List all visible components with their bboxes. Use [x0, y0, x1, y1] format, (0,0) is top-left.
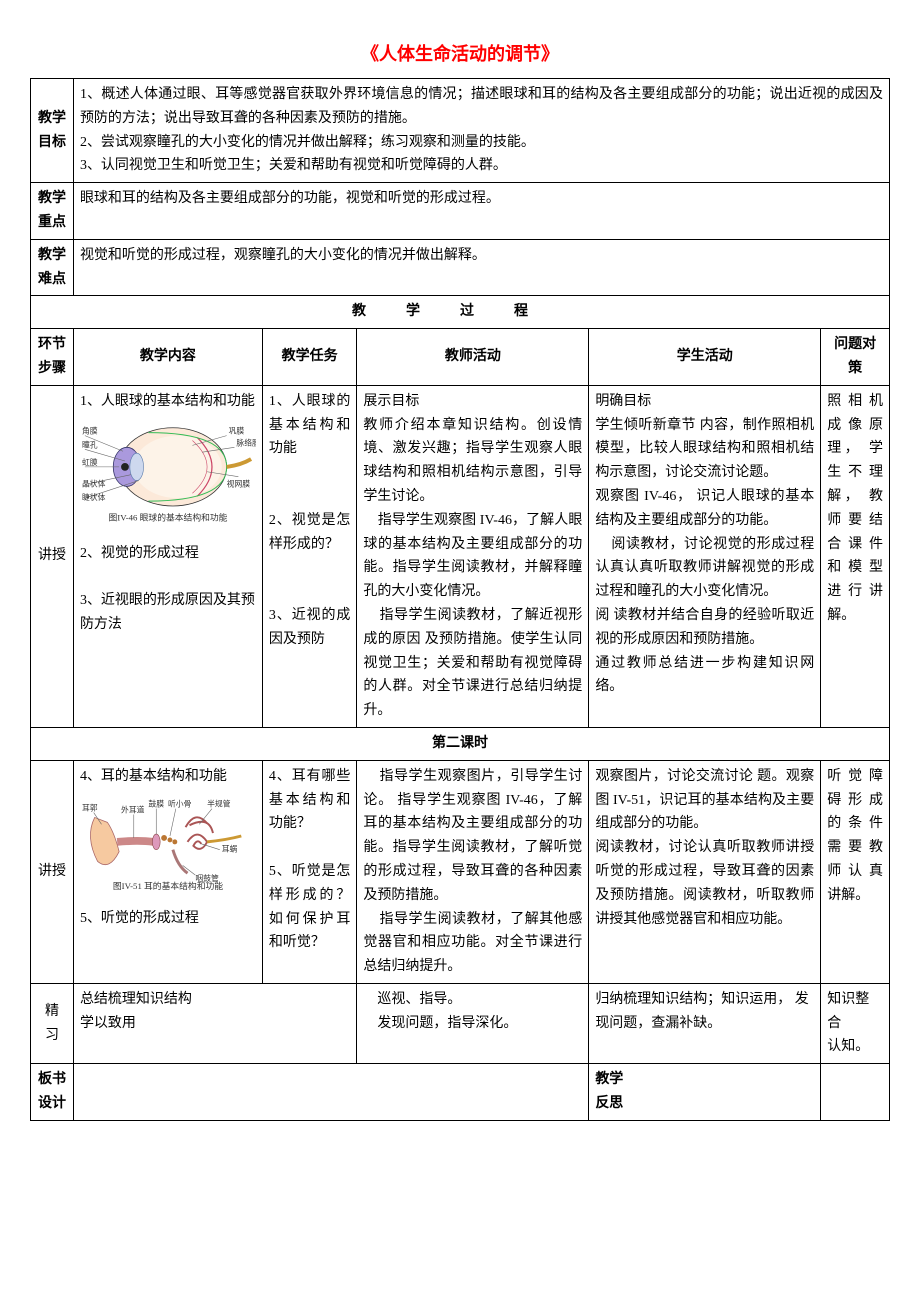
svg-text:角膜: 角膜	[82, 425, 98, 435]
eye-caption-text: 图IV-46 眼球的基本结构和功能	[108, 511, 227, 522]
board-label: 板书 设计	[31, 1064, 74, 1121]
svg-text:耳蜗: 耳蜗	[222, 843, 238, 853]
process-header-cell: 教学过程	[31, 296, 890, 329]
row-difficulty: 教学难点 视觉和听觉的形成过程，观察瞳孔的大小变化的情况并做出解释。	[31, 239, 890, 296]
row-lesson2: 讲授 4、耳的基本结构和功能	[31, 760, 890, 983]
svg-text:耳郭: 耳郭	[82, 802, 98, 812]
practice-teacher: 巡视、指导。 发现问题，指导深化。	[357, 983, 589, 1063]
svg-text:晶状体: 晶状体	[82, 478, 106, 488]
lesson1-teacher: 展示目标 教师介绍本章知识结构。创设情境、激发兴趣；指导学生观察人眼球结构和照相…	[357, 385, 589, 727]
lesson2-header: 第二课时	[31, 727, 890, 760]
svg-text:半规管: 半规管	[207, 798, 231, 808]
row-keypoint: 教学重点 眼球和耳的结构及各主要组成部分的功能，视觉和听觉的形成过程。	[31, 183, 890, 240]
lesson1-content-item-2: 2、视觉的形成过程	[80, 542, 256, 566]
difficulty-text: 视觉和听觉的形成过程，观察瞳孔的大小变化的情况并做出解释。	[73, 239, 889, 296]
lesson1-content-item-1: 1、人眼球的基本结构和功能	[80, 390, 256, 414]
practice-strategy: 知识整合 认知。	[821, 983, 890, 1063]
ear-caption-text: 图IV-51 耳的基本结构和功能	[113, 879, 223, 890]
lesson1-strategy: 照相机成像原理， 学生不理解， 教师要结合课件和模型进行讲解。	[821, 385, 890, 727]
row-board: 板书 设计 教学 反思	[31, 1064, 890, 1121]
col-step: 环节步骤	[31, 329, 74, 386]
lesson1-student: 明确目标 学生倾听新章节 内容，制作照相机模型，比较人眼球结构和照相机结构示意图…	[589, 385, 821, 727]
svg-text:脉络膜: 脉络膜	[236, 437, 256, 447]
row-lesson1: 讲授 1、人眼球的基本结构和功能	[31, 385, 890, 727]
col-task: 教学任务	[262, 329, 356, 386]
lesson1-tasks: 1、人眼球的基本结构和功能 2、视觉是怎样形成的？ 3、近视的成因及预防	[262, 385, 356, 727]
eye-diagram-svg: 角膜 瞳孔 虹膜 晶状体 睫状体 巩膜 脉络膜 视网膜	[80, 418, 256, 526]
row-goal: 教学目标 1、概述人体通过眼、耳等感觉器官获取外界环境信息的情况；描述眼球和耳的…	[31, 79, 890, 183]
lesson2-strategy: 听觉障碍形成的条件需要教师认真讲解。	[821, 760, 890, 983]
svg-text:视网膜: 视网膜	[227, 478, 251, 488]
goal-label: 教学目标	[31, 79, 74, 183]
keypoint-label: 教学重点	[31, 183, 74, 240]
col-teacher: 教师活动	[357, 329, 589, 386]
row-lesson2-header: 第二课时	[31, 727, 890, 760]
lesson2-tasks: 4、耳有哪些基本结构和功能？ 5、听觉是怎样形成的？ 如何保护耳和听觉？	[262, 760, 356, 983]
ear-diagram-box: 耳郭 外耳道 鼓膜 听小骨 半规管 耳蜗 咽鼓管 图IV-51 耳的基本结构和功…	[80, 793, 256, 900]
col-student: 学生活动	[589, 329, 821, 386]
reflection-content	[821, 1064, 890, 1121]
keypoint-text: 眼球和耳的结构及各主要组成部分的功能，视觉和听觉的形成过程。	[73, 183, 889, 240]
process-header-text: 教学过程	[352, 304, 568, 319]
board-content	[73, 1064, 588, 1121]
svg-text:虹膜: 虹膜	[82, 456, 98, 466]
svg-text:瞳孔: 瞳孔	[82, 439, 98, 449]
svg-text:外耳道: 外耳道	[121, 804, 145, 814]
lesson2-content: 4、耳的基本结构和功能	[73, 760, 262, 983]
row-process-header: 教学过程	[31, 296, 890, 329]
lesson-plan-table: 教学目标 1、概述人体通过眼、耳等感觉器官获取外界环境信息的情况；描述眼球和耳的…	[30, 78, 890, 1121]
lesson2-content-item-2: 5、听觉的形成过程	[80, 907, 256, 931]
row-column-headers: 环节步骤 教学内容 教学任务 教师活动 学生活动 问题对策	[31, 329, 890, 386]
practice-content: 总结梳理知识结构 学以致用	[73, 983, 356, 1063]
lesson2-step: 讲授	[31, 760, 74, 983]
lesson1-content-item-3: 3、近视眼的形成原因及其预防方法	[80, 589, 256, 637]
svg-text:巩膜: 巩膜	[229, 425, 245, 435]
goal-text: 1、概述人体通过眼、耳等感觉器官获取外界环境信息的情况；描述眼球和耳的结构及各主…	[73, 79, 889, 183]
practice-step: 精 习	[31, 983, 74, 1063]
ear-diagram-svg: 耳郭 外耳道 鼓膜 听小骨 半规管 耳蜗 咽鼓管 图IV-51 耳的基本结构和功…	[80, 793, 256, 891]
col-strategy: 问题对策	[821, 329, 890, 386]
lesson1-content: 1、人眼球的基本结构和功能	[73, 385, 262, 727]
svg-text:睫状体: 睫状体	[82, 492, 106, 502]
document-title: 《人体生命活动的调节》	[30, 40, 890, 66]
svg-text:鼓膜: 鼓膜	[148, 798, 164, 808]
difficulty-label: 教学难点	[31, 239, 74, 296]
lesson2-student: 观察图片，讨论交流讨论 题。观察图 IV-51，识记耳的基本结构及主要组成部分的…	[589, 760, 821, 983]
row-practice: 精 习 总结梳理知识结构 学以致用 巡视、指导。 发现问题，指导深化。 归纳梳理…	[31, 983, 890, 1063]
reflection-label: 教学 反思	[589, 1064, 821, 1121]
lesson2-teacher: 指导学生观察图片，引导学生讨论。 指导学生观察图 IV-46，了解耳的基本结构及…	[357, 760, 589, 983]
practice-student: 归纳梳理知识结构；知识运用， 发现问题，查漏补缺。	[589, 983, 821, 1063]
eye-diagram-box: 角膜 瞳孔 虹膜 晶状体 睫状体 巩膜 脉络膜 视网膜	[80, 418, 256, 534]
lesson1-step: 讲授	[31, 385, 74, 727]
lesson2-content-item-1: 4、耳的基本结构和功能	[80, 765, 256, 789]
col-content: 教学内容	[73, 329, 262, 386]
svg-text:听小骨: 听小骨	[168, 799, 192, 808]
